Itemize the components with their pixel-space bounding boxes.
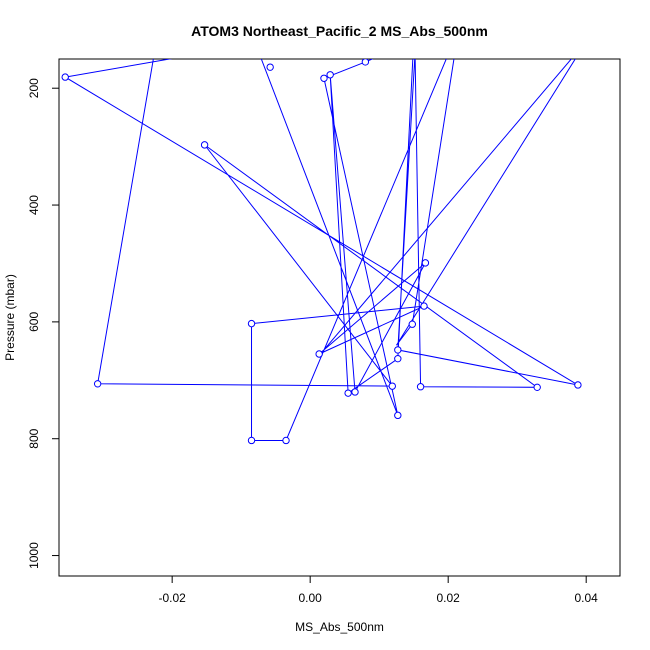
x-tick-label: 0.04 [575,591,599,605]
series-lines [63,59,579,441]
x-axis: -0.02 0.00 0.02 0.04 [158,576,598,605]
data-point [326,71,334,79]
data-point [416,383,425,391]
data-point [420,302,428,310]
x-tick-label: -0.02 [158,591,186,605]
series-markers [61,59,582,445]
data-point [533,383,541,392]
data-point [361,59,370,66]
y-tick-label: 600 [27,312,41,332]
x-axis-label: MS_Abs_500nm [295,620,384,634]
data-point [344,389,352,397]
x-tick-label: 0.00 [298,591,322,605]
data-point [315,350,323,358]
y-axis-label: Pressure (mbar) [3,274,17,361]
chart-title: ATOM3 Northeast_Pacific_2 MS_Abs_500nm [191,23,488,39]
data-point [351,388,359,396]
y-tick-label: 400 [27,195,41,215]
x-tick-label: 0.02 [437,591,461,605]
data-point [408,320,416,328]
data-point [320,74,328,82]
y-tick-label: 200 [27,78,41,98]
data-point [61,73,69,81]
data-point [388,382,396,390]
data-point [394,354,402,363]
y-tick-label: 1000 [27,542,41,569]
data-point [282,436,290,445]
data-point [93,380,102,388]
data-point [574,381,582,389]
data-point [266,63,274,71]
y-tick-label: 800 [27,428,41,448]
data-point [247,436,256,445]
data-point [394,411,402,420]
data-point [394,346,402,354]
series-line [63,59,579,441]
plot-frame [58,58,621,577]
data-point [247,319,256,328]
y-axis: 200 400 600 800 1000 [27,78,59,569]
data-point [421,259,430,267]
data-point [200,141,209,149]
